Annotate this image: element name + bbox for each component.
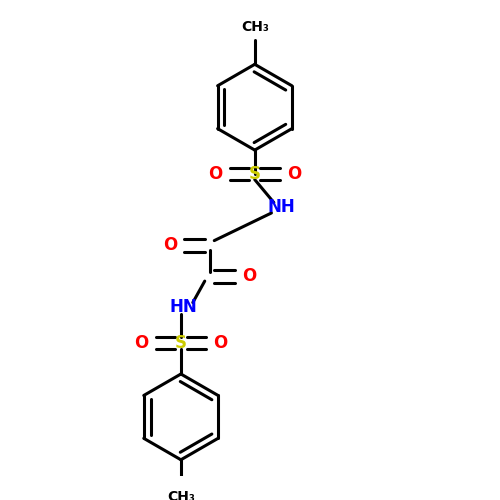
Text: O: O — [287, 165, 302, 183]
Text: O: O — [242, 268, 256, 285]
Text: HN: HN — [170, 298, 197, 316]
Text: S: S — [175, 334, 187, 352]
Text: S: S — [249, 165, 261, 183]
Text: CH₃: CH₃ — [241, 20, 268, 34]
Text: O: O — [163, 236, 177, 254]
Text: NH: NH — [267, 198, 295, 216]
Text: O: O — [208, 165, 222, 183]
Text: O: O — [134, 334, 148, 352]
Text: O: O — [214, 334, 228, 352]
Text: CH₃: CH₃ — [167, 490, 195, 500]
